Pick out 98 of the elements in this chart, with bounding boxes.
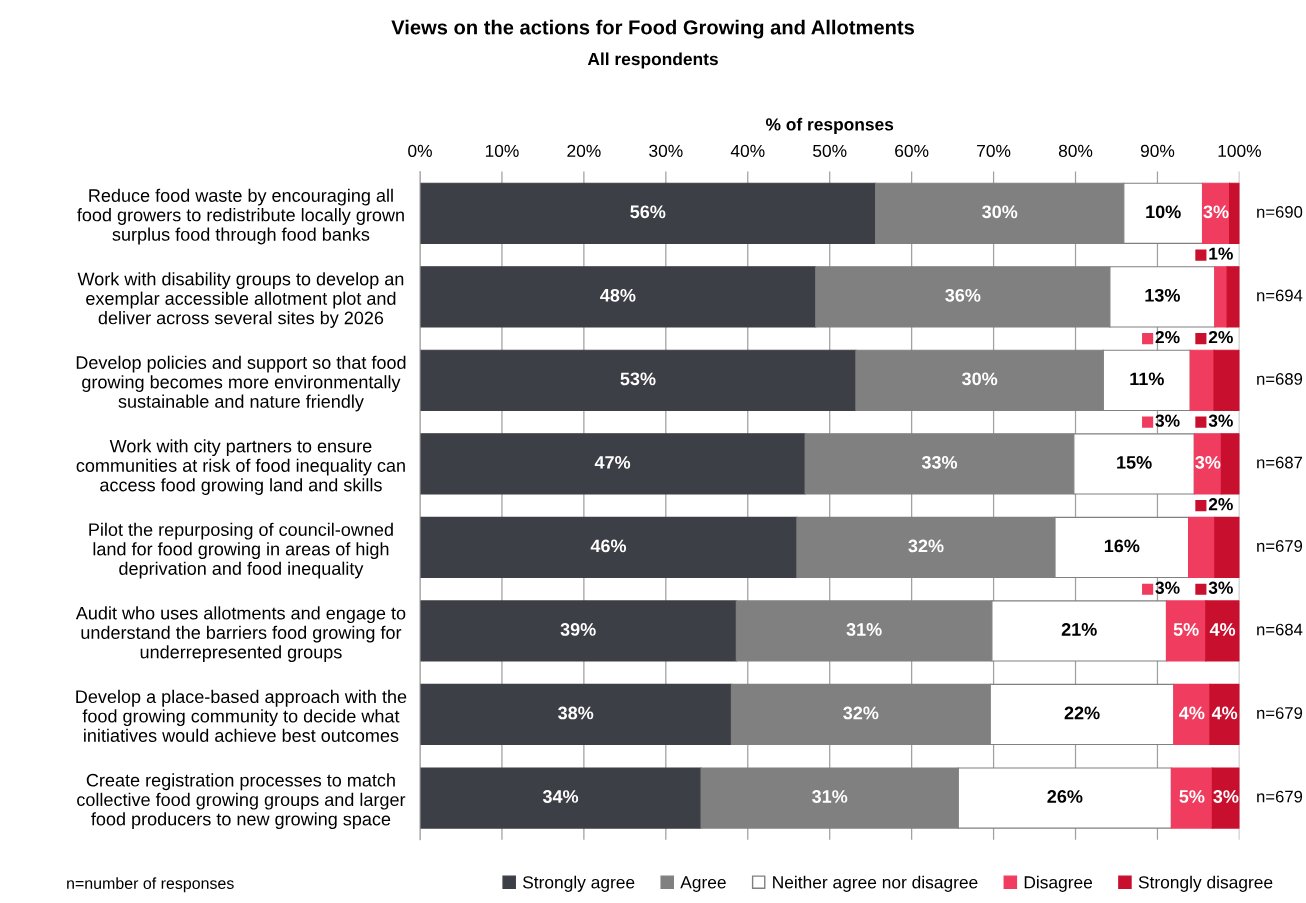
x-tick-label: 0% <box>408 144 432 158</box>
data-label: 4% <box>1179 706 1205 720</box>
data-label: 10% <box>1146 205 1181 219</box>
bar <box>420 516 798 579</box>
text: n=679 <box>1257 707 1303 719</box>
data-label: 5% <box>1179 790 1205 803</box>
data-label: 34% <box>542 790 579 803</box>
text: n=687 <box>1257 456 1303 469</box>
data-label: 56% <box>630 205 666 219</box>
text: n=679 <box>1257 540 1303 552</box>
data-label: 3% <box>1203 205 1229 219</box>
x-tick-label: 50% <box>813 144 847 158</box>
legend-label: Agree <box>680 876 726 892</box>
text: n=number of responses <box>67 877 234 893</box>
text: n=694 <box>1257 289 1303 302</box>
data-label: 31% <box>846 623 882 636</box>
data-label: 46% <box>590 539 627 553</box>
legend-label: Strongly disagree <box>1138 875 1273 892</box>
bar <box>420 683 732 746</box>
data-label: 21% <box>1061 623 1097 636</box>
bar <box>1213 349 1240 412</box>
data-label: 32% <box>908 539 944 553</box>
y-tick-label: Reduce food waste by encouraging all food growers to redistribute locally grown surplus food through food banks <box>77 188 404 245</box>
x-tick-label: 70% <box>977 144 1011 158</box>
data-label: 3% <box>1155 581 1180 594</box>
data-label: 3% <box>1195 455 1221 469</box>
data-label: 3% <box>1208 581 1233 594</box>
bar <box>1211 767 1240 829</box>
data-label: 3% <box>1208 414 1233 427</box>
y-tick-label: Work with city partners to ensure communities at risk of food inequality can access food growing land and skills <box>76 439 405 495</box>
bar <box>420 767 702 829</box>
data-label: 11% <box>1130 372 1164 386</box>
y-tick-label: Develop a place-based approach with the food growing community to decide what initiatives would achieve best outcomes <box>76 689 407 742</box>
data-label: 47% <box>594 456 631 469</box>
data-label: 39% <box>560 623 596 636</box>
data-label: 2% <box>1155 330 1180 344</box>
data-label: 30% <box>982 205 1018 219</box>
x-tick-label: 60% <box>895 144 929 158</box>
bar <box>420 349 857 412</box>
y-tick-label: Audit who uses allotments and engage to understand the barriers food growing for underrepresented groups <box>75 606 406 663</box>
x-tick-label: 90% <box>1140 144 1175 158</box>
bar <box>1214 516 1240 579</box>
data-label: 2% <box>1208 330 1233 344</box>
bar <box>1188 516 1216 579</box>
text: n=679 <box>1257 790 1303 803</box>
bar <box>1189 349 1215 412</box>
x-tick-label: 30% <box>649 144 683 158</box>
bar <box>1165 600 1207 662</box>
bar <box>420 433 806 495</box>
text: n=684 <box>1257 623 1303 636</box>
bar <box>420 600 737 662</box>
data-label: 15% <box>1117 456 1152 469</box>
x-tick-label: 100% <box>1218 144 1261 158</box>
data-label: 3% <box>1213 790 1239 803</box>
data-label: 32% <box>843 706 879 720</box>
data-label: 36% <box>945 288 981 302</box>
y-tick-label: Work with disability groups to develop an exemplar accessible allotment plot and deliver across several sites by 2026 <box>77 272 404 328</box>
x-tick-label: 10% <box>485 144 519 158</box>
y-tick-label: Pilot the repurposing of council-owned land for food growing in areas of high deprivation and food inequality <box>89 522 393 579</box>
data-label: 48% <box>600 288 636 302</box>
data-label: 3% <box>1155 414 1180 427</box>
chart-title: Views on the actions for Food Growing and Allotments <box>391 19 915 39</box>
bar <box>1229 182 1240 244</box>
data-label: 26% <box>1047 790 1083 803</box>
legend-label: Disagree <box>1024 875 1093 892</box>
data-label: 4% <box>1211 706 1238 720</box>
data-label: 38% <box>558 706 594 720</box>
bar <box>1170 767 1213 829</box>
x-tick-label: 20% <box>567 144 601 158</box>
bar <box>1209 683 1240 746</box>
x-tick-label: 40% <box>730 144 765 158</box>
data-label: 1% <box>1209 247 1233 260</box>
x-axis-title: % of responses <box>765 117 894 134</box>
data-label: 5% <box>1173 623 1199 636</box>
data-label: 2% <box>1208 498 1233 511</box>
y-tick-label: Develop policies and support so that food growing becomes more environmentally sustainable and nature friendly <box>76 355 406 412</box>
chart-subtitle: All respondents <box>587 52 718 69</box>
data-label: 53% <box>620 372 656 386</box>
bar <box>1205 600 1240 662</box>
bar <box>1226 266 1240 328</box>
text: n=690 <box>1257 206 1303 218</box>
text: n=689 <box>1257 373 1303 385</box>
bar <box>1214 266 1228 328</box>
data-label: 22% <box>1064 706 1100 720</box>
bar <box>420 266 817 328</box>
legend-label: Neither agree nor disagree <box>773 875 978 892</box>
data-label: 16% <box>1104 539 1140 553</box>
bar <box>420 182 877 244</box>
bar <box>1173 683 1211 746</box>
y-tick-label: Create registration processes to match collective food growing groups and larger food producers to new growing space <box>77 773 406 830</box>
data-label: 30% <box>962 372 998 386</box>
data-label: 33% <box>921 455 958 469</box>
data-label: 4% <box>1209 623 1236 636</box>
legend-label: Strongly agree <box>522 875 635 892</box>
bar <box>1220 433 1240 495</box>
x-tick-label: 80% <box>1058 144 1093 158</box>
data-label: 13% <box>1145 288 1180 302</box>
data-label: 31% <box>812 790 848 803</box>
